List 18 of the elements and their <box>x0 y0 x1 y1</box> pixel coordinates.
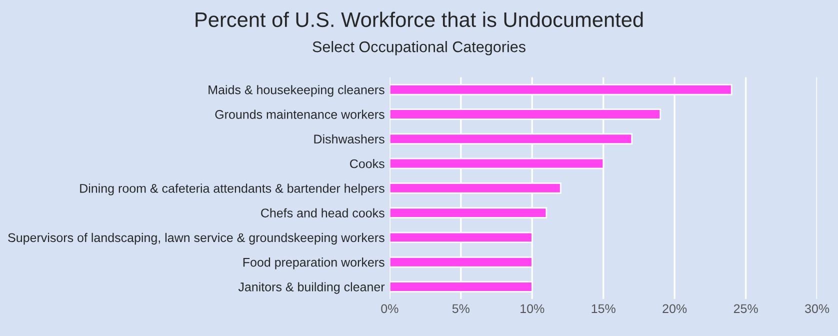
y-tick-label: Dining room & cafeteria attendants & bartender helpers <box>80 184 384 196</box>
x-tick-label: 0% <box>381 304 398 314</box>
x-tick-label: 15% <box>592 304 616 314</box>
y-tick-label: Cooks <box>350 158 384 168</box>
y-tick-label: Maids & housekeeping cleaners <box>208 85 384 97</box>
x-tick-label: 25% <box>734 304 758 314</box>
x-tick-label: 10% <box>520 304 544 314</box>
x-tick-label: 30% <box>805 304 830 314</box>
y-tick-label: Food preparation workers <box>243 258 384 270</box>
y-tick-label: Grounds maintenance workers <box>215 110 384 119</box>
chart-title: Percent of U.S. Workforce that is Undocumented <box>196 12 643 28</box>
chart-subtitle: Select Occupational Categories <box>312 41 526 56</box>
y-tick-label: Dishwashers <box>314 134 384 144</box>
x-tick-label: 20% <box>662 304 687 314</box>
y-tick-label: Chefs and head cooks <box>261 208 384 218</box>
y-tick-label: Supervisors of landscaping, lawn service & groundskeeping workers <box>8 232 384 245</box>
y-tick-label: Janitors & building cleaner <box>238 282 385 294</box>
x-tick-label: 5% <box>452 304 470 314</box>
